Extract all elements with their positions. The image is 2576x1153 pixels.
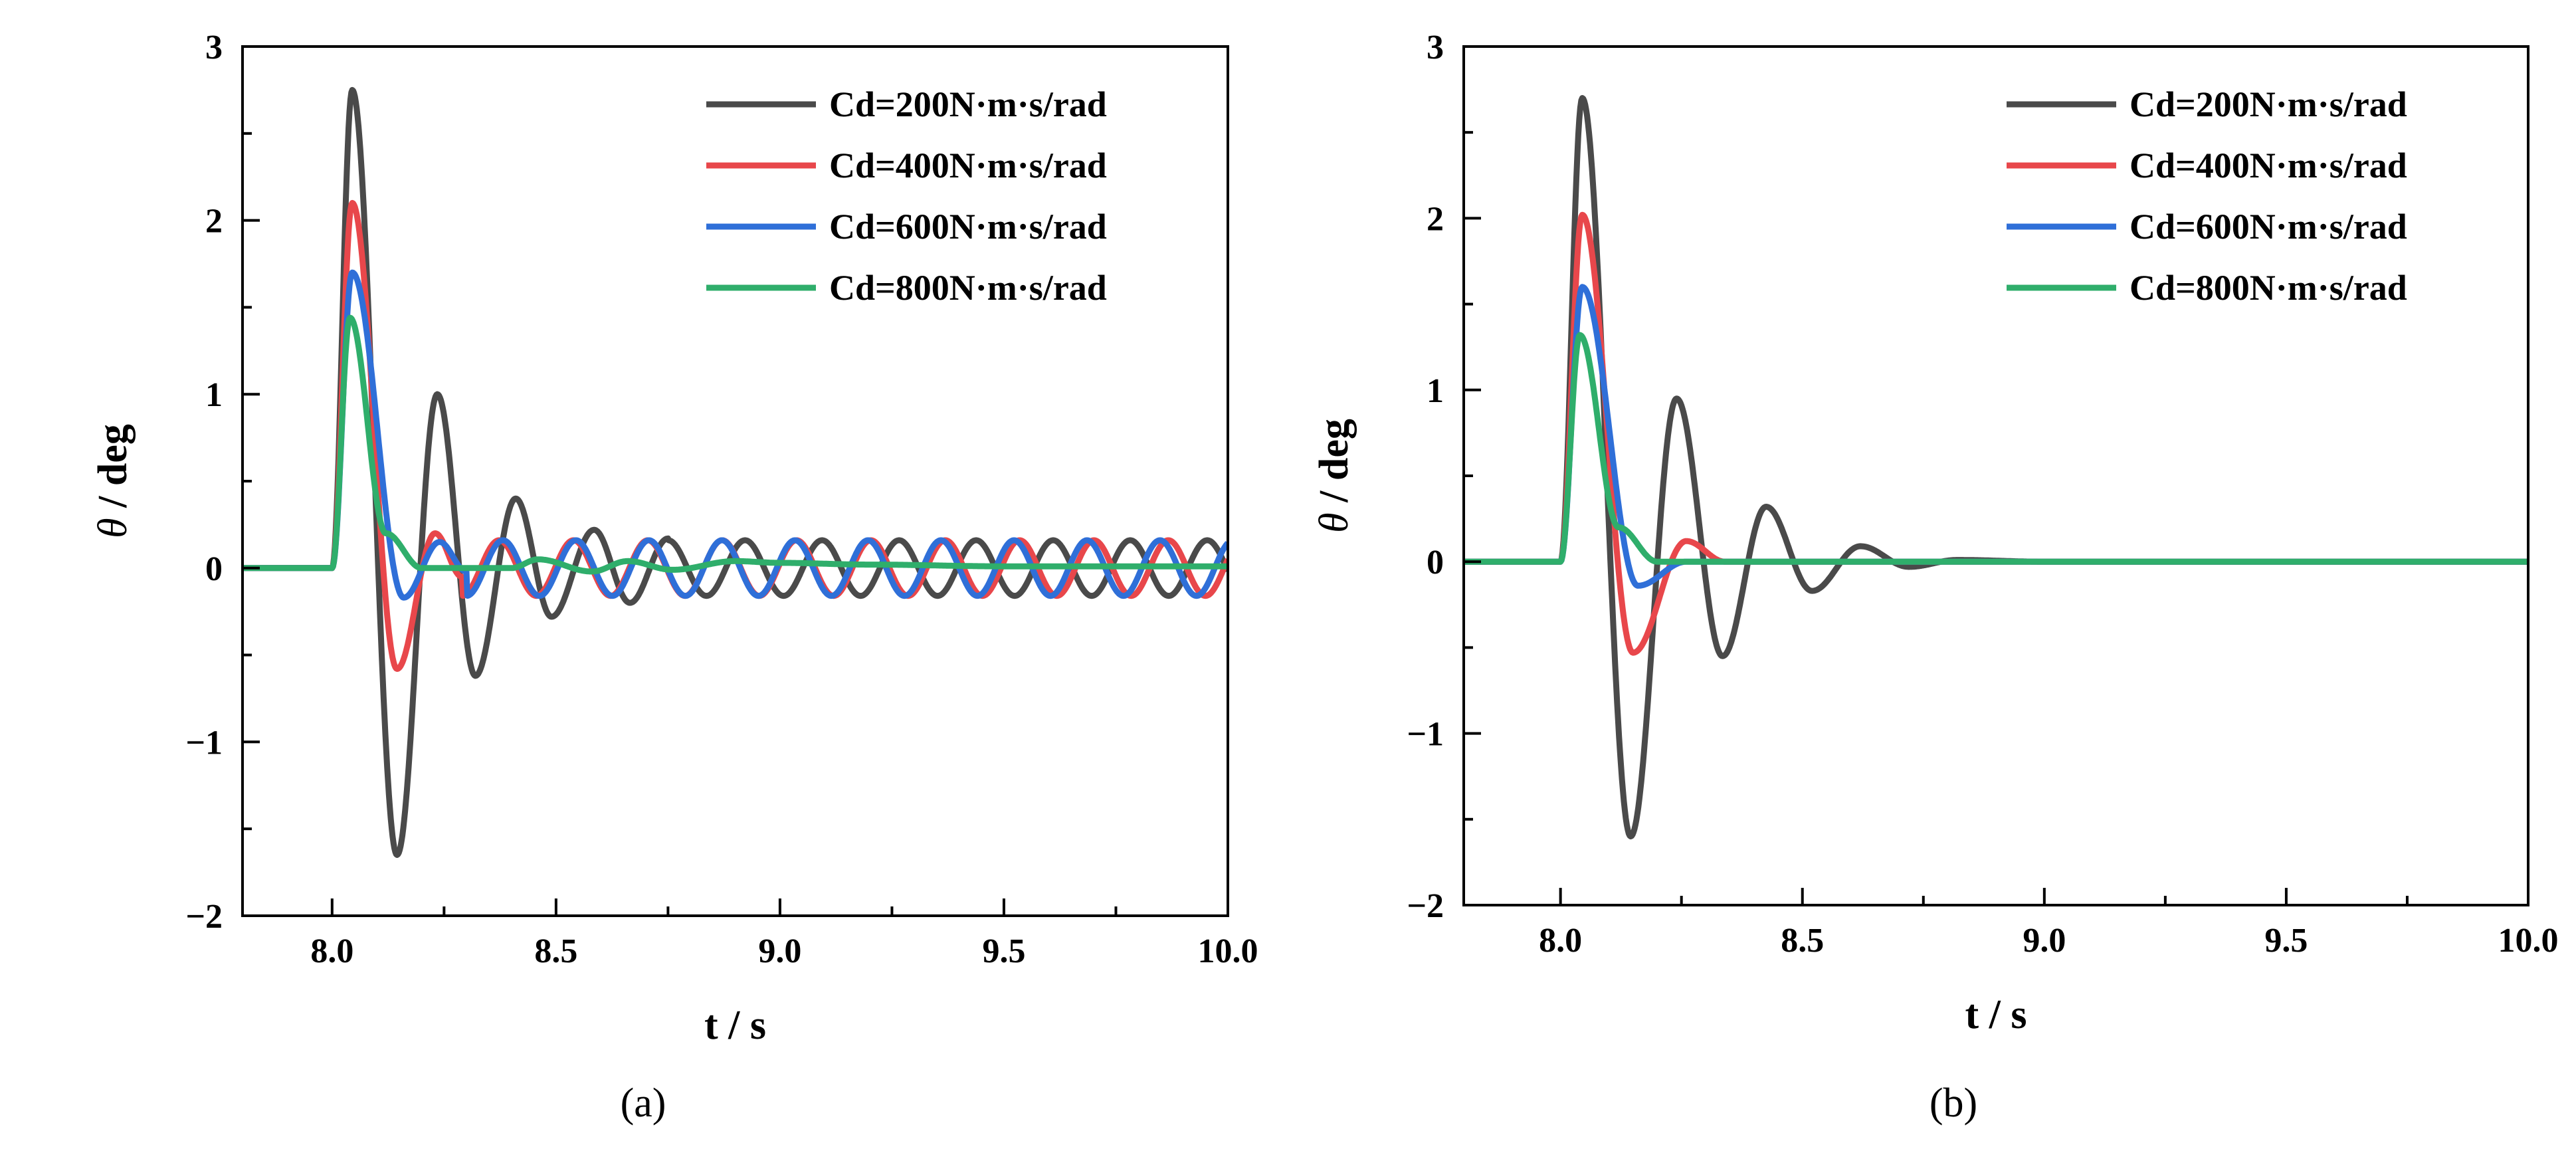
legend-label: Cd=400N·m·s/rad: [2130, 146, 2407, 185]
x-tick-label: 9.5: [2264, 922, 2308, 960]
legend: Cd=200N·m·s/rad Cd=400N·m·s/rad Cd=600N·m·…: [706, 84, 1107, 308]
x-tick-label: 9.0: [2023, 922, 2066, 960]
legend-label: Cd=800N·m·s/rad: [829, 268, 1107, 308]
y-axis-unit: / deg: [90, 424, 136, 518]
series-group: [243, 86, 1228, 858]
legend-label: Cd=200N·m·s/rad: [829, 84, 1107, 124]
y-axis-label: θ / deg: [1312, 419, 1357, 533]
y-tick-label: −2: [185, 898, 223, 936]
legend: Cd=200N·m·s/rad Cd=400N·m·s/rad Cd=600N·m·…: [2007, 84, 2407, 308]
y-axis-unit: / deg: [1312, 419, 1357, 512]
chart-panel-a: 8.0 8.5 9.0 9.5 10.0 −2 −1 0 1 2 3 t / s θ / deg Cd=2…: [90, 29, 1258, 1126]
x-tick-label: 8.0: [310, 932, 353, 970]
y-tick-label: −2: [1407, 887, 1444, 925]
x-tick-label: 8.5: [534, 932, 577, 970]
series-line-800: [243, 314, 1228, 575]
legend-label: Cd=800N·m·s/rad: [2130, 268, 2407, 308]
y-axis-symbol: θ: [90, 518, 136, 538]
y-tick-label: 3: [1427, 29, 1444, 66]
y-tick-label: 2: [205, 203, 223, 241]
x-tick-label: 10.0: [2498, 922, 2559, 960]
y-axis-label: θ / deg: [90, 424, 136, 538]
x-tick-label: 9.5: [982, 932, 1025, 970]
y-tick-label: 3: [205, 29, 223, 66]
chart-panel-b: 8.0 8.5 9.0 9.5 10.0 −2 −1 0 1 2 3 t / s θ / deg Cd=2…: [1312, 29, 2559, 1126]
x-tick-label: 9.0: [758, 932, 801, 970]
y-tick-label: 1: [1427, 372, 1444, 410]
panel-label: (a): [621, 1081, 666, 1126]
y-tick-label: −1: [1407, 716, 1444, 754]
y-axis-symbol: θ: [1312, 512, 1357, 532]
legend-label: Cd=200N·m·s/rad: [2130, 84, 2407, 124]
panel-label: (b): [1930, 1081, 1977, 1126]
legend-label: Cd=600N·m·s/rad: [2130, 207, 2407, 247]
y-tick-label: 1: [205, 376, 223, 414]
y-tick-label: −1: [185, 724, 223, 762]
y-tick-label: 2: [1427, 200, 1444, 238]
series-line-800: [1464, 332, 2528, 565]
x-tick-label: 8.5: [1781, 922, 1824, 960]
x-tick-label: 8.0: [1539, 922, 1582, 960]
legend-label: Cd=400N·m·s/rad: [829, 146, 1107, 185]
x-tick-label: 10.0: [1198, 932, 1258, 970]
series-line-200: [243, 86, 1228, 858]
series-line-600: [243, 269, 1228, 601]
series-group: [1464, 95, 2528, 840]
y-tick-label: 0: [1427, 544, 1444, 581]
series-line-600: [1464, 284, 2528, 589]
x-axis-label: t / s: [1965, 992, 2027, 1037]
legend-label: Cd=600N·m·s/rad: [829, 207, 1107, 247]
x-axis-label: t / s: [704, 1003, 766, 1048]
y-tick-label: 0: [205, 550, 223, 588]
